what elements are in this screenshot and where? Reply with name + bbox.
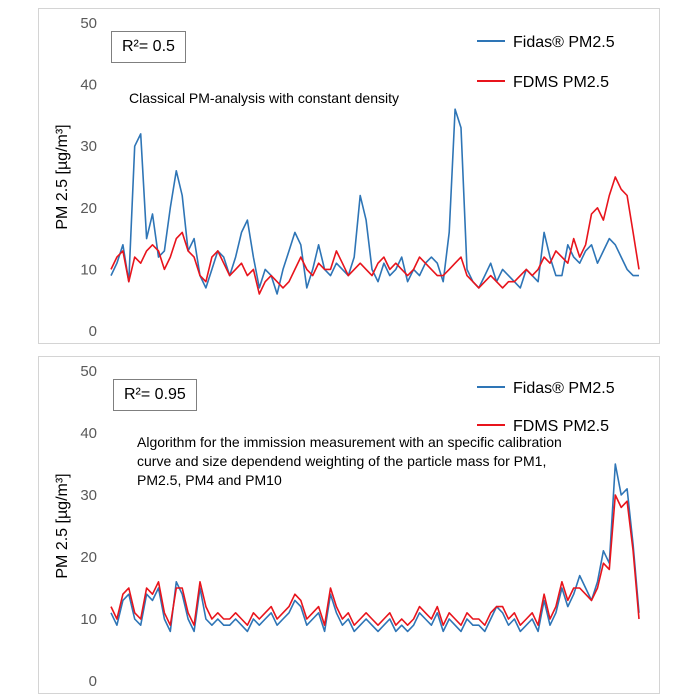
y-tick-label: 40 (80, 77, 97, 94)
y-tick-label: 50 (80, 363, 97, 380)
legend-label: Fidas® PM2.5 (513, 380, 615, 397)
y-tick-label: 50 (80, 15, 97, 32)
y-tick-label: 40 (80, 425, 97, 442)
annotation-1: Classical PM-analysis with constant dens… (129, 90, 399, 106)
series-line-fidas (110, 463, 640, 633)
annotation-2: Algorithm for the immission measurement … (137, 434, 562, 488)
y-tick-label: 10 (80, 261, 97, 278)
legend-label: Fidas® PM2.5 (513, 34, 615, 51)
y-tick-label: 30 (80, 138, 97, 155)
chart-panel-1: 0 10 20 30 40 50 PM 2.5 [µg/m³] Fidas® PM2.5 FDM… (38, 8, 660, 344)
legend-label: FDMS PM2.5 (513, 418, 609, 435)
y-tick-label: 20 (80, 200, 97, 217)
r2-box-2: R²= 0.95 (113, 379, 197, 411)
r2-box-1: R²= 0.5 (111, 31, 186, 63)
y-tick-label: 30 (80, 487, 97, 504)
y-tick-label: 10 (80, 611, 97, 628)
y-tick-label: 0 (89, 673, 97, 690)
y-tick-label: 0 (89, 323, 97, 340)
y-tick-label: 20 (80, 549, 97, 566)
y-axis-label: PM 2.5 [µg/m³] (54, 124, 71, 229)
series-line-fidas (110, 108, 639, 295)
chart-2-plot: 0 10 20 30 40 50 PM 2.5 [µg/m³] Fidas® PM2.5 FDM… (54, 363, 640, 690)
series-line-fdms (110, 494, 640, 627)
legend-label: FDMS PM2.5 (513, 74, 609, 91)
chart-1-plot: 0 10 20 30 40 50 PM 2.5 [µg/m³] Fidas® PM2.5 FDM… (54, 15, 640, 340)
chart-panel-2: 0 10 20 30 40 50 PM 2.5 [µg/m³] Fidas® PM2.5 FDM… (38, 356, 660, 694)
y-axis-label: PM 2.5 [µg/m³] (54, 473, 71, 578)
series-line-fdms (110, 176, 640, 295)
